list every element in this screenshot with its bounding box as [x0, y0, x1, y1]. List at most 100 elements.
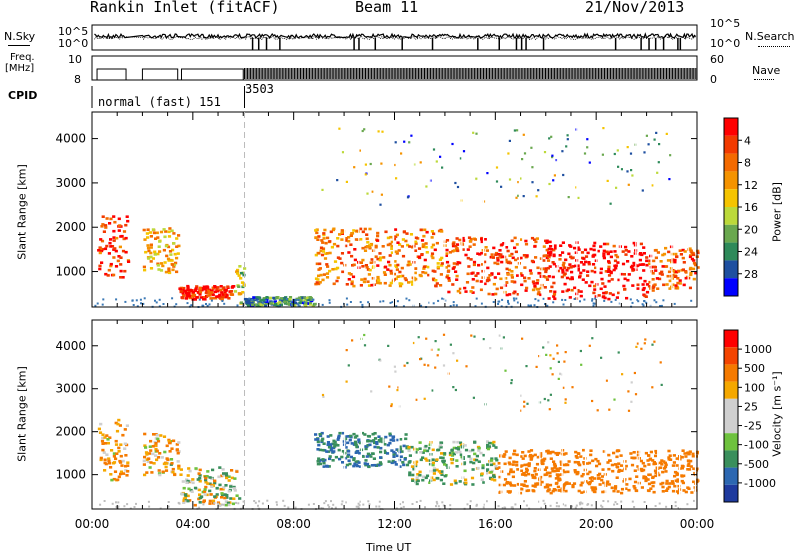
echo-cell [441, 501, 444, 504]
panel-0-data [92, 112, 700, 308]
echo-cell [341, 461, 345, 464]
echo-cell [396, 241, 400, 244]
echo-cell [607, 261, 611, 265]
echo-cell [369, 455, 373, 458]
echo-cell [211, 499, 216, 503]
echo-cell [577, 248, 581, 251]
echo-cell [327, 465, 331, 468]
echo-cell [182, 294, 186, 297]
echo-cell [314, 433, 318, 436]
echo-cell [607, 260, 611, 263]
echo-cell [344, 446, 348, 449]
echo-cell [553, 244, 558, 247]
echo-cell [632, 456, 636, 460]
echo-cell [510, 252, 514, 256]
echo-cell [393, 163, 396, 167]
echo-cell [118, 424, 122, 427]
echo-cell [550, 285, 554, 289]
echo-cell [593, 284, 597, 288]
echo-cell [423, 258, 427, 262]
echo-cell [496, 262, 500, 266]
echo-cell [564, 351, 567, 354]
echo-cell [99, 503, 102, 506]
echo-cell [242, 304, 245, 307]
echo-cell [590, 280, 594, 284]
echo-cell [316, 238, 320, 241]
echo-cell [392, 439, 396, 442]
echo-cell [328, 506, 331, 508]
echo-cell [651, 184, 654, 187]
echo-cell [417, 336, 420, 339]
echo-cell [544, 270, 548, 274]
echo-cell [243, 267, 247, 270]
echo-cell [200, 288, 204, 292]
echo-cell [262, 297, 266, 300]
echo-cell [686, 464, 690, 467]
echo-cell [354, 451, 358, 454]
echo-cell [107, 457, 111, 460]
echo-cell [265, 296, 269, 299]
echo-cell [435, 160, 438, 163]
echo-cell [268, 296, 273, 300]
echo-cell [407, 449, 411, 453]
echo-cell [330, 500, 332, 503]
echo-cell [617, 462, 621, 465]
echo-cell [352, 284, 356, 288]
echo-cell [621, 373, 624, 376]
echo-cell [630, 400, 633, 403]
echo-cell [495, 287, 499, 291]
echo-cell [659, 260, 663, 263]
echo-cell [365, 266, 369, 269]
echo-cell [455, 262, 459, 266]
echo-cell [422, 265, 426, 269]
cpid-label: CPID [8, 89, 38, 102]
echo-cell [691, 251, 695, 255]
echo-cell [157, 268, 161, 271]
echo-cell [290, 300, 293, 303]
echo-cell [612, 268, 616, 272]
echo-cell [417, 255, 421, 259]
echo-cell [382, 300, 385, 303]
echo-cell [269, 302, 273, 305]
echo-cell [221, 468, 225, 471]
echo-cell [163, 450, 167, 454]
echo-cell [632, 261, 636, 265]
echo-cell [355, 434, 359, 438]
echo-cell [442, 364, 446, 367]
echo-cell [197, 488, 201, 492]
echo-cell [337, 434, 341, 438]
echo-cell [245, 301, 249, 304]
echo-cell [119, 454, 123, 458]
echo-cell [630, 463, 635, 467]
echo-cell [181, 296, 185, 300]
echo-cell [377, 279, 381, 282]
echo-cell [98, 431, 103, 434]
echo-cell [177, 441, 181, 444]
echo-cell [602, 127, 605, 130]
echo-cell [648, 473, 652, 476]
echo-cell [671, 283, 675, 286]
echo-cell [476, 252, 480, 255]
echo-cell [582, 263, 586, 266]
echo-cell [586, 251, 590, 255]
freq-trace-segment [96, 68, 127, 80]
echo-cell [514, 265, 518, 269]
echo-cell [589, 247, 593, 251]
echo-cell [473, 335, 476, 338]
echo-cell [320, 239, 324, 242]
echo-cell [182, 286, 186, 290]
echo-cell [464, 481, 468, 485]
echo-cell [425, 459, 429, 462]
echo-cell [103, 247, 108, 251]
echo-cell [350, 442, 354, 445]
echo-cell [694, 271, 698, 275]
scan-gap [619, 112, 621, 307]
echo-cell [671, 464, 675, 467]
echo-cell [376, 234, 380, 238]
echo-cell [459, 441, 463, 445]
echo-cell [557, 489, 561, 492]
echo-cell [616, 503, 619, 505]
echo-cell [376, 277, 380, 281]
echo-cell [331, 228, 335, 232]
echo-cell [445, 252, 449, 255]
